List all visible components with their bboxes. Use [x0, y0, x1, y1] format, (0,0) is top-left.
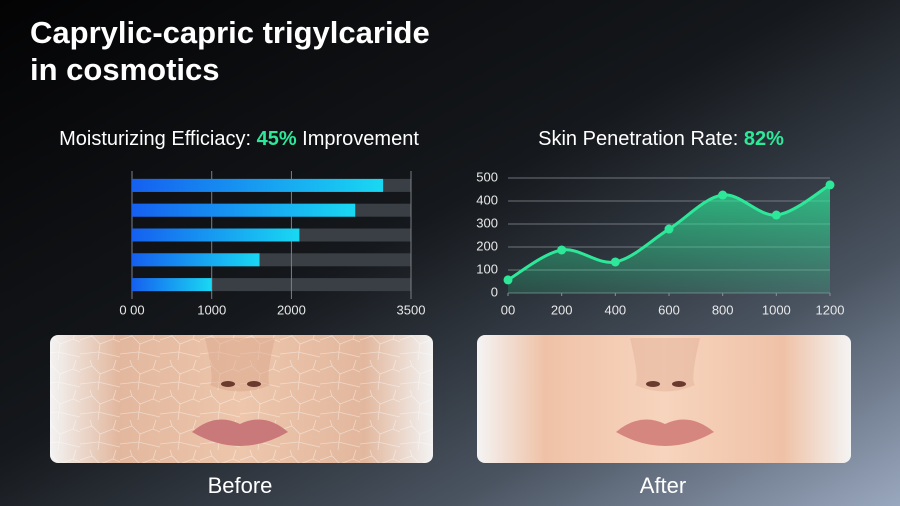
y-tick-label: 0 [491, 284, 498, 299]
title-text: Improvement [302, 128, 419, 150]
title-highlight: 45% [257, 128, 297, 150]
y-tick-label: 400 [476, 192, 498, 207]
point [771, 210, 781, 220]
point [557, 245, 567, 255]
x-tick-label: 3500 [397, 302, 426, 317]
title-text: Moisturizing Efficiacy: [59, 128, 251, 150]
x-tick-label: 00 [501, 302, 515, 317]
x-tick-label: 1000 [197, 302, 226, 317]
x-tick-label: 0 00 [119, 302, 144, 317]
point [503, 275, 513, 285]
bar [132, 228, 300, 242]
bar [132, 178, 384, 192]
bar [132, 203, 356, 217]
area [508, 184, 830, 293]
y-tick-label: 100 [476, 261, 498, 276]
chart-title: Moisturizing Efficiacy: 45% Improvement [59, 128, 419, 150]
x-tick-label: 1000 [762, 302, 791, 317]
point [718, 190, 728, 200]
x-tick-label: 200 [551, 302, 573, 317]
photo-caption: Before [208, 473, 273, 498]
x-tick-label: 2000 [277, 302, 306, 317]
x-tick-label: 400 [604, 302, 626, 317]
page-title: in cosmotics [30, 52, 220, 87]
chart-title: Skin Penetration Rate: 82% [538, 128, 784, 150]
title-highlight: 82% [744, 128, 784, 150]
page-title: Caprylic-capric trigylcaride [30, 15, 430, 50]
x-tick-label: 800 [712, 302, 734, 317]
y-tick-label: 200 [476, 238, 498, 253]
x-tick-label: 1200 [816, 302, 845, 317]
photo-caption: After [640, 473, 686, 498]
point [610, 257, 620, 267]
bar [132, 253, 260, 267]
point [825, 180, 835, 190]
y-tick-label: 300 [476, 215, 498, 230]
x-tick-label: 600 [658, 302, 680, 317]
point [664, 224, 674, 234]
photo-before [50, 335, 433, 463]
bar [132, 278, 212, 292]
photo-after [477, 335, 851, 463]
title-text: Skin Penetration Rate: [538, 128, 738, 150]
y-tick-label: 500 [476, 169, 498, 184]
